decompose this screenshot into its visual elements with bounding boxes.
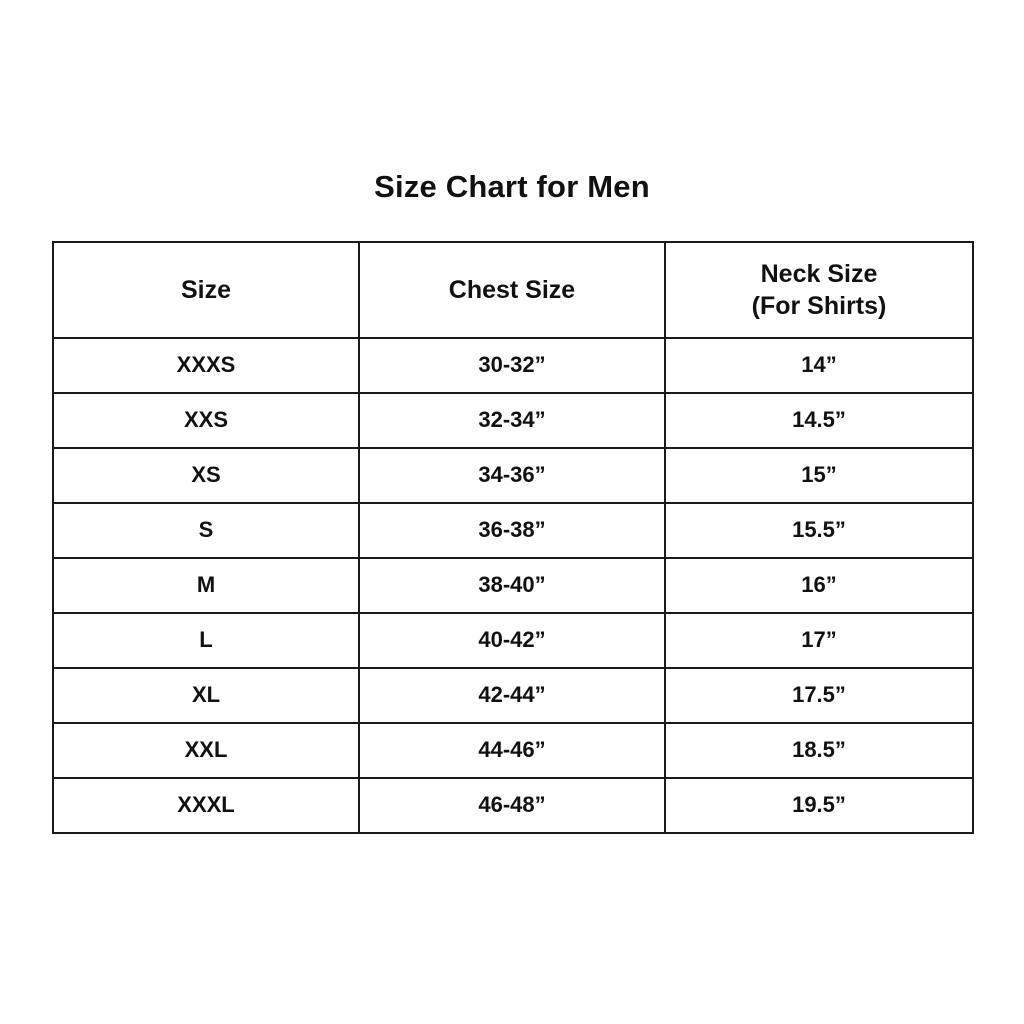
table-header-row: Size Chest Size Neck Size (For Shirts)	[52, 241, 974, 339]
cell-neck-size: 15.5”	[664, 502, 974, 559]
cell-chest-size: 38-40”	[358, 557, 666, 614]
cell-chest-size: 44-46”	[358, 722, 666, 779]
cell-size: L	[52, 612, 360, 669]
table-row: XXXL 46-48” 19.5”	[52, 777, 974, 834]
cell-neck-size: 14.5”	[664, 392, 974, 449]
cell-chest-size: 36-38”	[358, 502, 666, 559]
column-header-neck-size: Neck Size (For Shirts)	[664, 241, 974, 339]
cell-size: XXXL	[52, 777, 360, 834]
cell-chest-size: 34-36”	[358, 447, 666, 504]
cell-size: XS	[52, 447, 360, 504]
cell-size: XL	[52, 667, 360, 724]
table-row: XXXS 30-32” 14”	[52, 337, 974, 394]
table-row: M 38-40” 16”	[52, 557, 974, 614]
column-header-size-label: Size	[180, 276, 232, 304]
cell-size: XXXS	[52, 337, 360, 394]
table-row: XXL 44-46” 18.5”	[52, 722, 974, 779]
cell-chest-size: 42-44”	[358, 667, 666, 724]
cell-neck-size: 18.5”	[664, 722, 974, 779]
table-row: S 36-38” 15.5”	[52, 502, 974, 559]
size-chart-table-container: Size Chest Size Neck Size (For Shirts) X…	[52, 241, 974, 834]
cell-neck-size: 19.5”	[664, 777, 974, 834]
cell-chest-size: 40-42”	[358, 612, 666, 669]
page-title: Size Chart for Men	[374, 169, 650, 204]
table-header: Size Chest Size Neck Size (For Shirts)	[52, 241, 974, 339]
cell-size: XXL	[52, 722, 360, 779]
column-header-chest-size-label: Chest Size	[448, 276, 576, 304]
cell-size: M	[52, 557, 360, 614]
column-header-neck-size-sublabel: (For Shirts)	[751, 292, 887, 320]
cell-chest-size: 46-48”	[358, 777, 666, 834]
cell-neck-size: 17.5”	[664, 667, 974, 724]
cell-size: XXS	[52, 392, 360, 449]
size-chart-table: Size Chest Size Neck Size (For Shirts) X…	[52, 241, 974, 834]
table-row: XL 42-44” 17.5”	[52, 667, 974, 724]
table-body: XXXS 30-32” 14” XXS 32-34” 14.5” XS 34-3…	[52, 337, 974, 834]
table-row: XS 34-36” 15”	[52, 447, 974, 504]
table-row: XXS 32-34” 14.5”	[52, 392, 974, 449]
cell-neck-size: 15”	[664, 447, 974, 504]
cell-chest-size: 30-32”	[358, 337, 666, 394]
column-header-size: Size	[52, 241, 360, 339]
column-header-neck-size-label: Neck Size	[760, 260, 878, 288]
column-header-chest-size: Chest Size	[358, 241, 666, 339]
cell-neck-size: 17”	[664, 612, 974, 669]
cell-neck-size: 14”	[664, 337, 974, 394]
cell-neck-size: 16”	[664, 557, 974, 614]
cell-chest-size: 32-34”	[358, 392, 666, 449]
table-row: L 40-42” 17”	[52, 612, 974, 669]
cell-size: S	[52, 502, 360, 559]
